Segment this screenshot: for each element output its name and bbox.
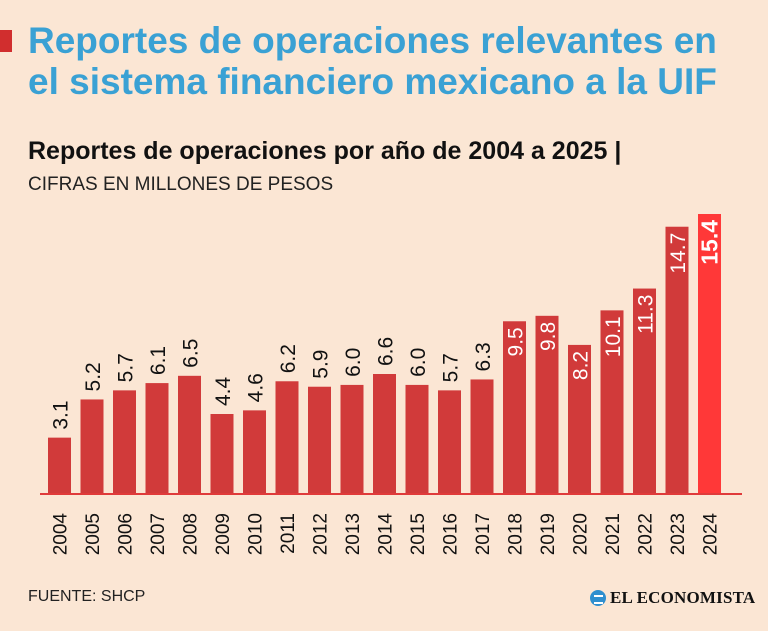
bar-2018: [503, 321, 526, 494]
bar-2024: [698, 214, 721, 494]
x-tick-2023: 2023: [668, 513, 689, 555]
bars-group: [48, 214, 721, 494]
value-label-2016: 5.7: [440, 353, 463, 382]
x-tick-2018: 2018: [506, 513, 527, 555]
value-label-2011: 6.2: [277, 344, 300, 373]
value-label-2006: 5.7: [115, 353, 138, 382]
bar-2022: [633, 288, 656, 494]
value-label-2012: 5.9: [310, 350, 333, 379]
x-tick-2014: 2014: [376, 513, 397, 556]
units-label: CIFRAS EN MILLONES DE PESOS: [28, 174, 334, 195]
bar-2007: [145, 383, 169, 494]
bar-2004: [48, 437, 71, 494]
value-label-2009: 4.4: [212, 376, 235, 406]
bar-2020: [568, 344, 591, 494]
x-tick-2019: 2019: [538, 513, 559, 555]
x-tick-2011: 2011: [278, 513, 299, 554]
x-tick-2012: 2012: [311, 513, 332, 555]
bar-2021: [600, 310, 624, 494]
x-tick-2020: 2020: [571, 513, 592, 555]
page-title: Reportes de operaciones relevantes en el…: [28, 20, 717, 102]
bar-2009: [210, 414, 234, 494]
chart-subtitle: Reportes de operaciones por año de 2004 …: [28, 137, 622, 165]
value-label-2023: 14.7: [667, 233, 690, 274]
value-label-2010: 4.6: [245, 373, 268, 402]
x-tick-labels-group: 2004 2005 2006 2007 2008 2009 2010 2011 2012 2013…: [51, 513, 722, 556]
x-tick-2005: 2005: [83, 513, 104, 555]
value-label-2017: 6.3: [472, 342, 495, 371]
x-tick-2015: 2015: [408, 513, 429, 555]
bar-2013: [340, 384, 364, 494]
value-label-2021: 10.1: [602, 316, 625, 357]
bar-2006: [113, 390, 136, 494]
bar-2005: [80, 399, 104, 494]
value-label-2008: 6.5: [180, 339, 203, 368]
bar-2019: [535, 315, 559, 494]
x-tick-2006: 2006: [116, 513, 137, 555]
bar-2014: [373, 374, 396, 494]
bar-2012: [308, 386, 331, 494]
value-label-2022: 11.3: [635, 295, 658, 334]
value-label-2019: 9.8: [537, 322, 560, 351]
bar-2011: [275, 381, 299, 494]
bar-2016: [438, 390, 461, 494]
brand-logo: EL ECONOMISTA: [590, 588, 755, 608]
value-labels-group: 3.1 5.2 5.7 6.1 6.5 4.4 4.6 6.2 5.9 6.0 6.6 6.0 5.7 6…: [50, 220, 723, 430]
bar-2015: [405, 384, 429, 494]
x-tick-2009: 2009: [213, 513, 234, 555]
x-tick-2008: 2008: [181, 513, 202, 555]
x-tick-2004: 2004: [51, 513, 72, 556]
bar-2017: [470, 379, 494, 494]
brand-icon: [590, 590, 606, 606]
value-label-2024: 15.4: [697, 220, 723, 265]
x-tick-2024: 2024: [701, 513, 722, 556]
value-label-2018: 9.5: [505, 327, 528, 356]
source-note: FUENTE: SHCP: [28, 588, 146, 605]
title-accent-bar: [0, 30, 12, 52]
x-tick-2017: 2017: [473, 513, 494, 555]
value-label-2014: 6.6: [375, 337, 398, 366]
value-label-2020: 8.2: [570, 351, 593, 380]
value-label-2004: 3.1: [50, 400, 73, 429]
value-label-2007: 6.1: [147, 346, 170, 375]
x-tick-2016: 2016: [441, 513, 462, 555]
bar-2010: [243, 410, 266, 494]
value-label-2013: 6.0: [342, 348, 365, 377]
bar-2008: [178, 375, 201, 494]
value-label-2005: 5.2: [82, 362, 105, 391]
x-tick-2022: 2022: [636, 513, 657, 555]
x-tick-2007: 2007: [148, 513, 169, 555]
bar-2023: [665, 226, 689, 494]
x-tick-2010: 2010: [246, 513, 267, 555]
x-tick-2021: 2021: [603, 513, 624, 555]
value-label-2015: 6.0: [407, 348, 430, 377]
brand-name: EL ECONOMISTA: [610, 588, 756, 607]
x-tick-2013: 2013: [343, 513, 364, 555]
